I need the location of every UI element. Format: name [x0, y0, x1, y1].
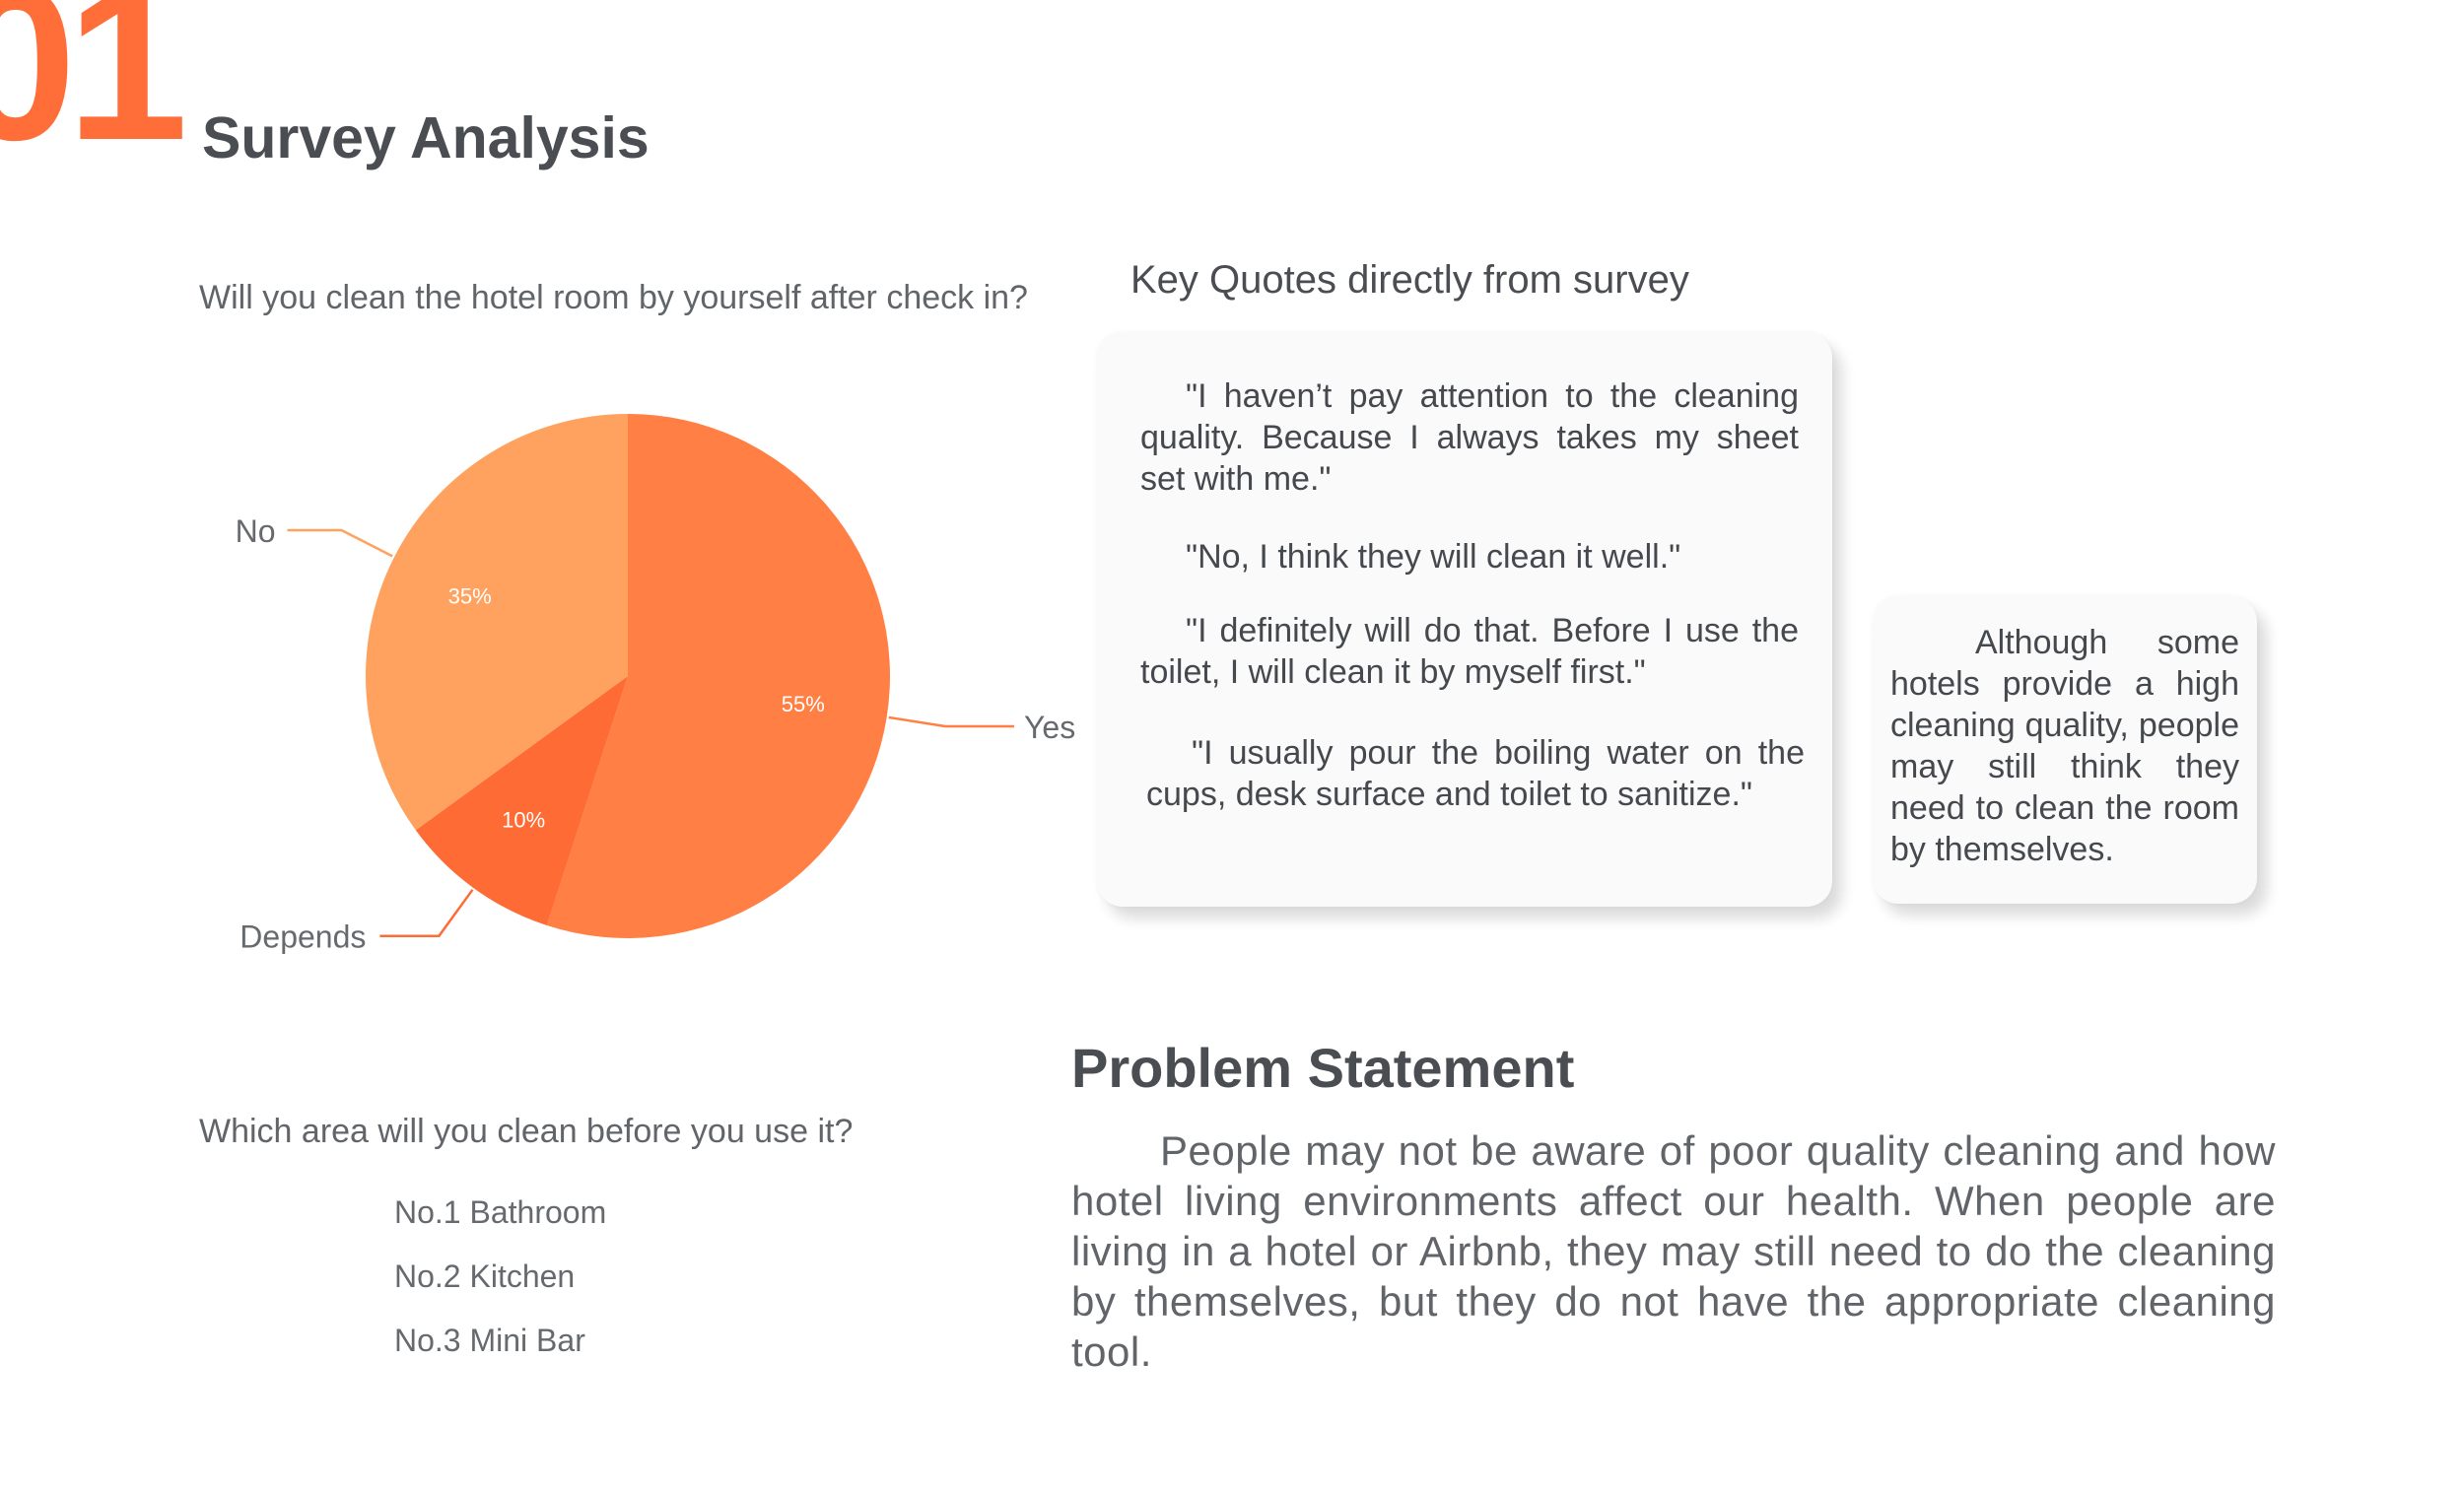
problem-statement-text: People may not be aware of poor quality … — [1071, 1127, 2276, 1375]
pie-slice-yes — [546, 414, 890, 938]
quote-4: "I usually pour the boiling water on the… — [1146, 734, 1805, 813]
pie-percent-label-yes: 55% — [782, 692, 825, 716]
pie-leader-line-depends — [379, 889, 474, 937]
page-title: Survey Analysis — [202, 105, 650, 170]
key-quotes-title: Key Quotes directly from survey — [1130, 258, 1689, 302]
quotes-card: "I haven’t pay attention to the cleaning… — [1097, 332, 1832, 907]
pie-category-label-yes: Yes — [1024, 710, 1075, 745]
pie-category-label-depends: Depends — [240, 919, 366, 955]
quote-2: "No, I think they will clean it well." — [1186, 538, 1681, 576]
pie-slice-no — [365, 414, 628, 831]
ranking-item-3: No.3 Mini Bar — [394, 1323, 585, 1358]
pie-category-label-no: No — [236, 513, 276, 549]
pie-percent-label-depends: 10% — [502, 808, 545, 833]
pie-slices — [365, 414, 890, 938]
pie-slice-depends — [415, 676, 628, 925]
quote-1: "I haven’t pay attention to the cleaning… — [1140, 377, 1799, 498]
insight-card: Although some hotels provide a high clea… — [1873, 596, 2257, 904]
pie-chart-question: Will you clean the hotel room by yoursel… — [199, 279, 1028, 316]
pie-leader-lines — [287, 528, 1014, 937]
pie-chart: 55% Yes 10% Depends 35% No — [236, 414, 1076, 955]
section-number: 01 — [0, 0, 188, 186]
quote-3: "I definitely will do that. Before I use… — [1140, 612, 1799, 691]
pie-labels: 55% Yes 10% Depends 35% No — [236, 513, 1076, 955]
problem-statement-title: Problem Statement — [1071, 1037, 1575, 1099]
ranking-item-1: No.1 Bathroom — [394, 1194, 607, 1230]
insight-text: Although some hotels provide a high clea… — [1890, 624, 2239, 868]
pie-leader-line-yes — [888, 715, 1014, 728]
ranking-item-2: No.2 Kitchen — [394, 1258, 576, 1294]
ranking-question: Which area will you clean before you use… — [199, 1113, 854, 1150]
pie-leader-line-no — [287, 528, 393, 558]
pie-percent-label-no: 35% — [448, 583, 492, 608]
